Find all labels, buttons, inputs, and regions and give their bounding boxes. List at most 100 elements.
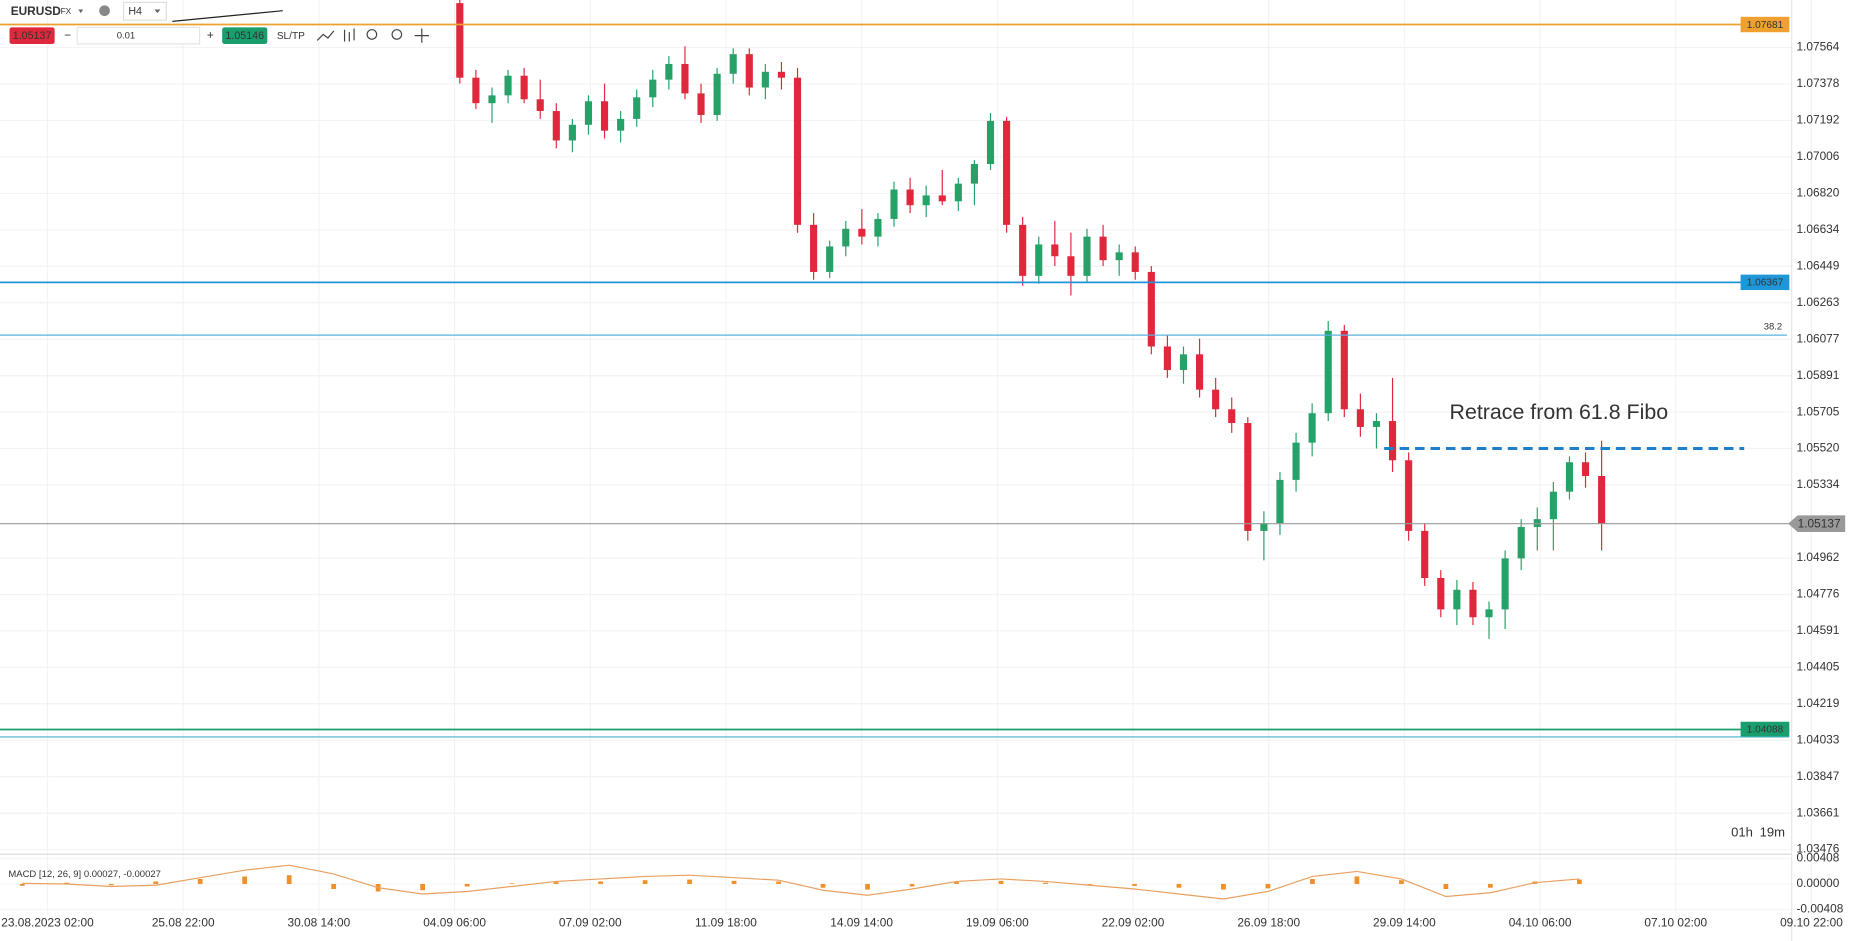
macd-bar (1399, 880, 1404, 884)
timeframe[interactable]: H4 (128, 6, 142, 18)
macd-bar (1087, 883, 1093, 885)
candle-body (986, 120, 995, 165)
macd-bar (1265, 883, 1271, 889)
sell-button[interactable] (9, 27, 55, 44)
y-tick-label: 1.06263 (1796, 295, 1839, 309)
y-tick-label: 1.03476 (1796, 842, 1839, 856)
candle-body (1131, 252, 1139, 272)
candle-body (793, 77, 802, 225)
level-label: 1.04088 (1747, 725, 1784, 736)
macd-bar (64, 882, 70, 884)
macd-bar (1310, 878, 1315, 884)
candle-body (906, 189, 914, 206)
y-tick-label: 1.04776 (1796, 587, 1839, 601)
macd-bar (1043, 882, 1048, 884)
candle-body (1099, 236, 1107, 261)
candle-body (1485, 609, 1493, 618)
dropdown[interactable] (78, 9, 84, 14)
candle-body (922, 195, 930, 206)
candle-body (890, 189, 898, 219)
candle-body (1292, 442, 1300, 480)
candle-body (536, 99, 544, 112)
candle-body (1067, 256, 1075, 276)
macd-bar (420, 883, 426, 891)
y-tick-label: 1.07378 (1796, 76, 1839, 90)
y-tick-label: 1.03661 (1796, 805, 1839, 819)
info-icon[interactable] (99, 5, 110, 17)
x-tick-label: 14.09 14:00 (830, 915, 893, 929)
y-tick-label: 1.07006 (1796, 149, 1839, 163)
move-tool[interactable] (414, 28, 429, 43)
macd-bar (998, 880, 1004, 884)
candle-tool[interactable] (343, 28, 355, 42)
candle-body (1260, 523, 1268, 531)
sltp[interactable]: SL/TP (277, 31, 305, 42)
candle-body (520, 75, 528, 100)
candle-body (1340, 330, 1348, 410)
candle-body (1388, 421, 1397, 461)
volume[interactable]: 0.01 (117, 31, 136, 42)
minus[interactable]: − (64, 28, 71, 42)
candle-body (777, 71, 786, 78)
macd-bar (598, 881, 603, 884)
timer-minutes: 19m (1760, 824, 1786, 839)
candle-body (1405, 460, 1413, 531)
candle-body (1244, 423, 1252, 531)
y-tick-label: 1.04962 (1796, 550, 1839, 564)
candle-body (1324, 330, 1332, 414)
volume-box[interactable] (76, 26, 201, 45)
zoom-in[interactable] (391, 29, 403, 40)
candle-body (1581, 462, 1590, 476)
fib-label: 38.2 (1764, 321, 1783, 332)
y-tick-label: 1.05520 (1796, 441, 1839, 455)
symbol[interactable]: EURUSD (11, 4, 62, 18)
timeframe-box[interactable] (122, 1, 167, 21)
buy-button[interactable] (222, 27, 268, 44)
candle-body (1019, 224, 1027, 276)
candle-body (1212, 389, 1220, 410)
current-price-label: 1.05137 (1798, 516, 1841, 530)
plus[interactable]: + (207, 28, 214, 42)
candle-body (745, 54, 753, 88)
candle-body (1115, 252, 1123, 261)
candle-body (954, 183, 962, 202)
candle-body (552, 111, 560, 141)
candle-body (617, 118, 625, 131)
level-label: 1.07681 (1747, 20, 1784, 31)
x-tick-label: 04.10 06:00 (1509, 915, 1572, 929)
timer-hours: 01h (1731, 824, 1753, 839)
candle-body (1179, 354, 1188, 371)
line-tool[interactable] (316, 30, 335, 41)
dropdown[interactable] (154, 9, 161, 14)
macd-bar (1132, 883, 1137, 886)
x-tick-label: 11.09 18:00 (695, 915, 757, 929)
buy-price[interactable]: 1.05146 (225, 30, 264, 42)
candle-body (633, 97, 641, 119)
candle-body (1565, 462, 1574, 492)
x-tick-label: 09.10 22:00 (1780, 915, 1843, 929)
drawing-line (172, 10, 283, 22)
zoom-out[interactable] (366, 29, 378, 40)
candle-body (504, 75, 512, 96)
macd-bar (553, 882, 559, 884)
toolbar: EURUSD FX H4 1.05137 − 0.01 + 1.05146 SL… (9, 1, 429, 45)
macd-bar (153, 881, 159, 884)
y-tick-label: 1.04405 (1796, 659, 1839, 673)
candle-body (1228, 409, 1236, 424)
x-tick-label: 30.08 14:00 (288, 915, 351, 929)
candle-body (761, 71, 769, 88)
x-tick-label: 07.09 02:00 (559, 915, 622, 929)
candle-body (1453, 589, 1461, 610)
x-tick-label: 22.09 02:00 (1102, 915, 1165, 929)
candle-body (810, 224, 818, 272)
candle-body (874, 218, 882, 237)
macd-bar (464, 883, 470, 887)
macd-bar (865, 883, 870, 890)
macd-tick-label: -0.00408 (1796, 902, 1843, 916)
y-tick-label: 1.06634 (1796, 222, 1839, 236)
macd-bar (331, 883, 337, 889)
sell-price[interactable]: 1.05137 (13, 30, 52, 42)
market: FX (61, 6, 72, 16)
